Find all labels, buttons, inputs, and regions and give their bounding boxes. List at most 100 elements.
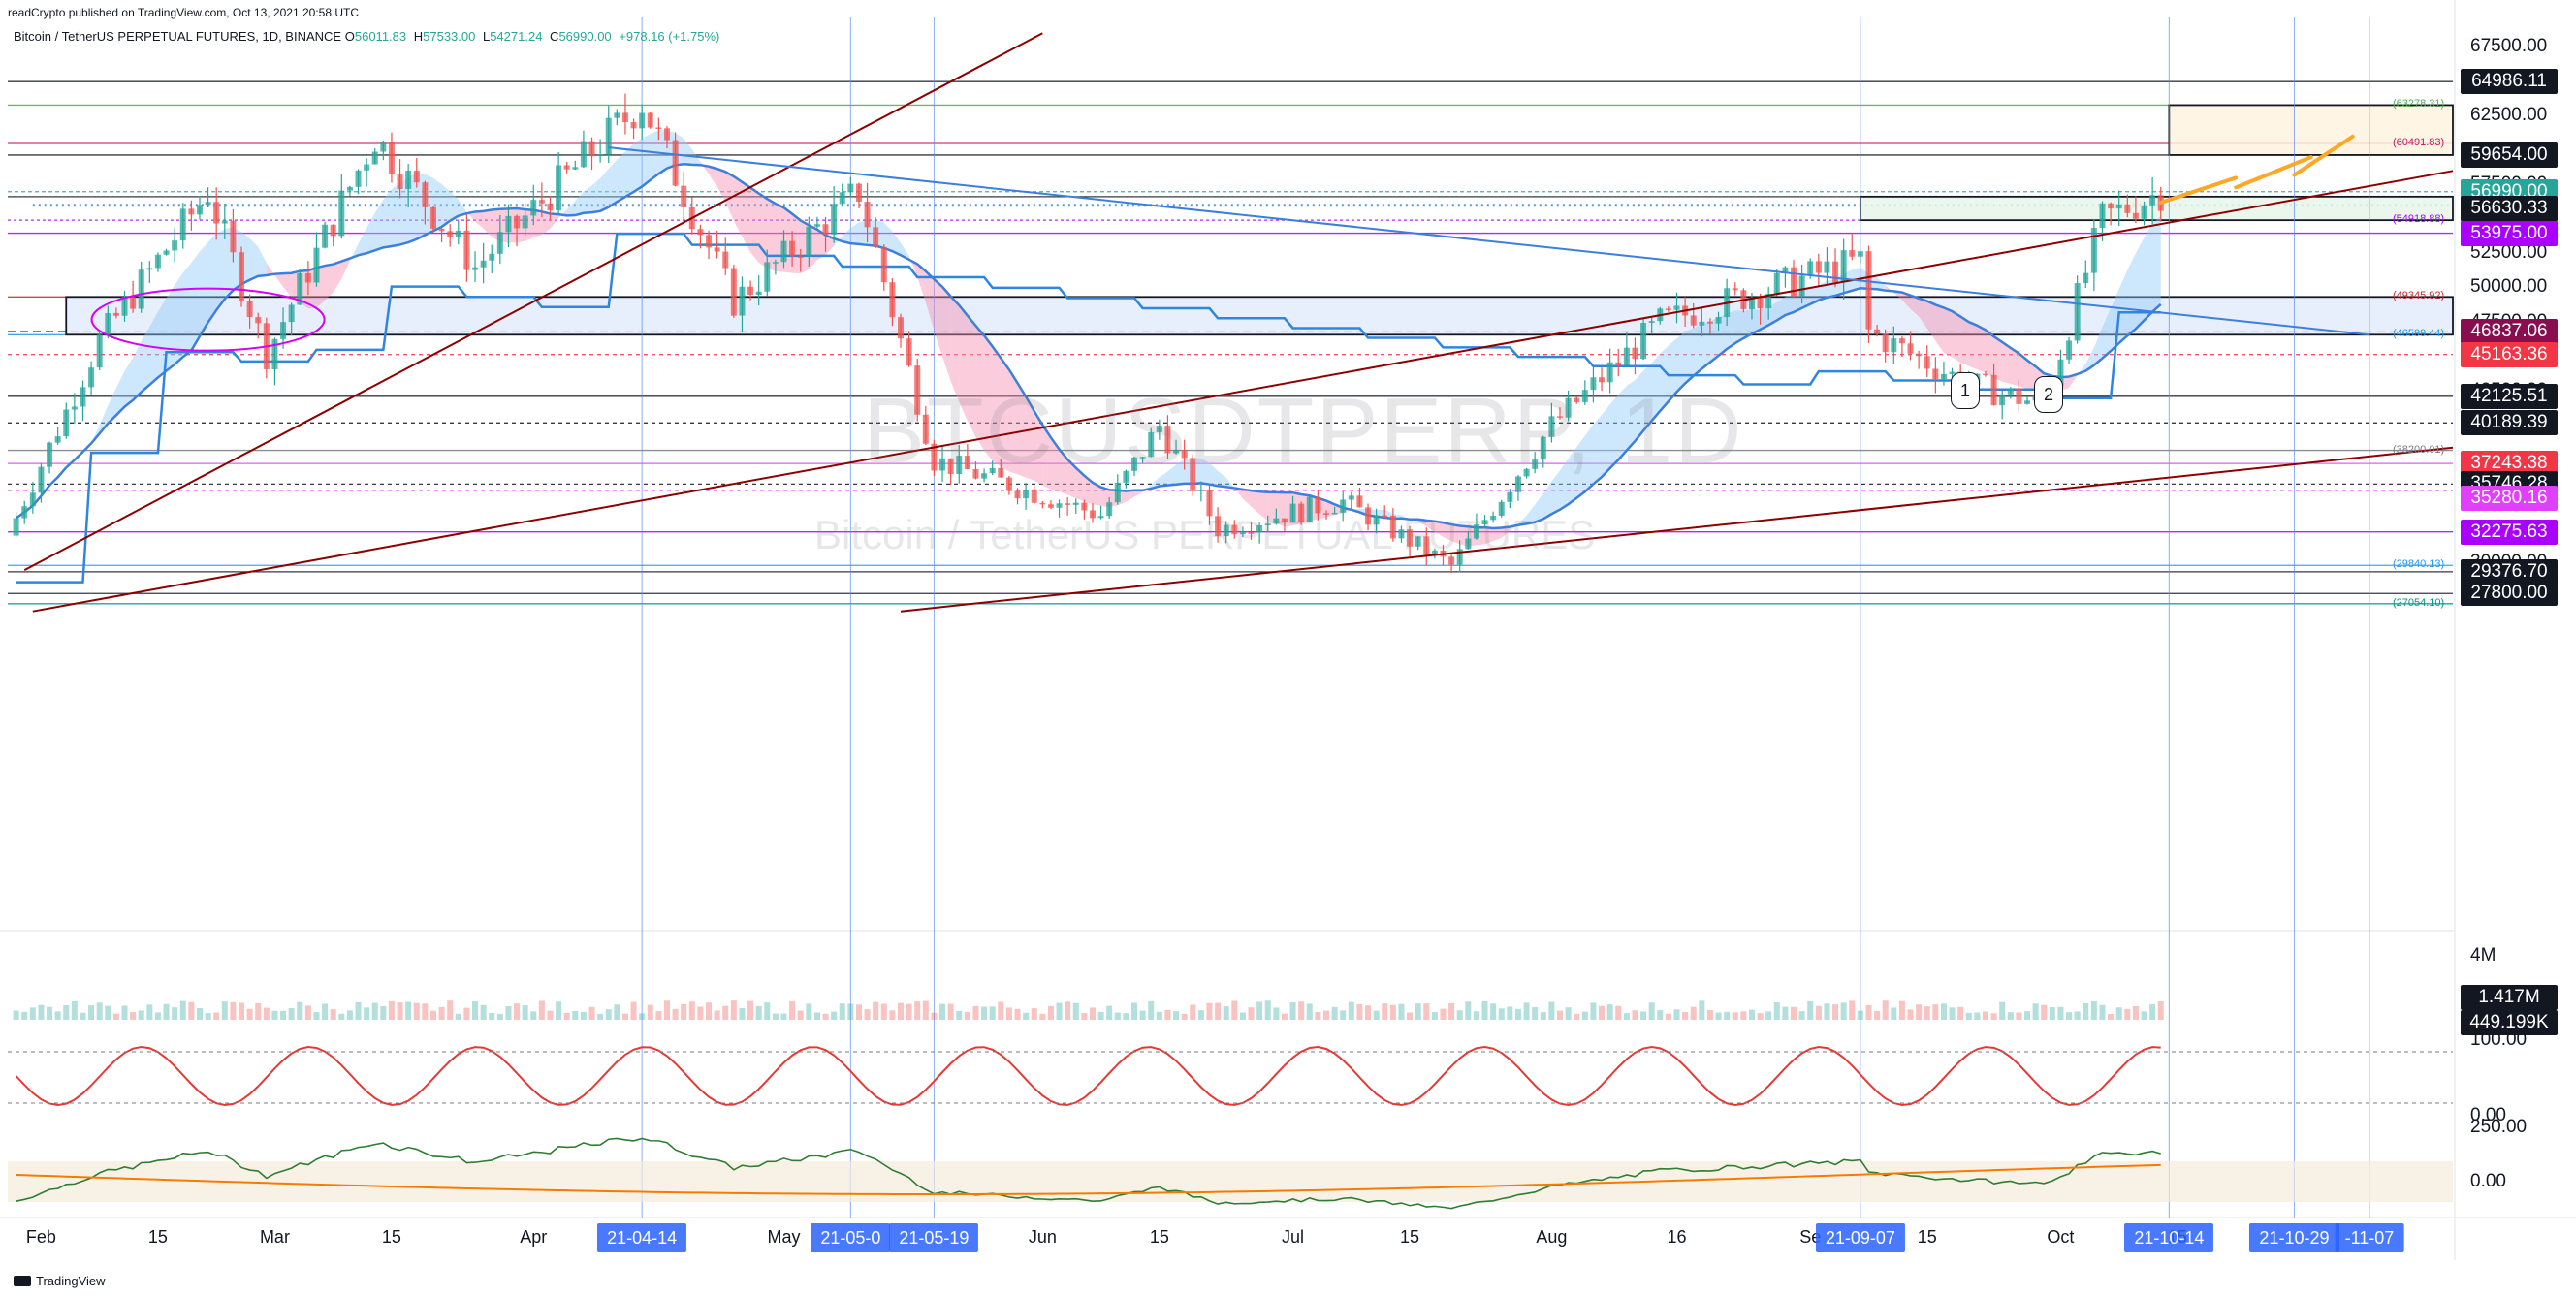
candle-body: [29, 492, 36, 507]
ma-band-segment: [767, 199, 776, 272]
candle-body: [2108, 203, 2115, 209]
descending-blue-trendline: [608, 146, 2370, 336]
symbol-title[interactable]: Bitcoin / TetherUS PERPETUAL FUTURES, 1D…: [14, 29, 342, 44]
volume-bar: [47, 1006, 53, 1020]
volume-bar: [630, 1001, 637, 1020]
candle-body: [764, 262, 771, 292]
candle-body: [714, 247, 720, 252]
ohlc-value: +978.16 (+1.75%): [619, 29, 720, 44]
volume-bar: [880, 1003, 887, 1020]
volume-bar: [972, 1005, 979, 1020]
volume-bar: [1782, 1006, 1789, 1020]
candlesticks: [13, 93, 2164, 574]
volume-bar: [530, 1011, 537, 1020]
volume-bar: [2115, 1007, 2122, 1020]
date-marker-badge[interactable]: 21-09-07: [1815, 1223, 1905, 1252]
volume-bar: [1606, 1004, 1613, 1020]
volume-bar: [213, 1012, 220, 1020]
date-marker-badge[interactable]: 21-05-0: [811, 1223, 891, 1252]
candle-body: [380, 142, 387, 152]
candle-body: [1465, 538, 1472, 550]
volume-bar: [2041, 1004, 2048, 1020]
chart-background: [0, 0, 2576, 1260]
volume-bar: [813, 1012, 820, 1020]
ma-band-segment: [383, 188, 392, 248]
ma-band-segment: [1635, 370, 1644, 441]
ma-band-segment: [967, 315, 976, 437]
candle-body: [697, 229, 704, 236]
volume-bar: [1891, 1007, 1897, 1020]
candle-body: [663, 128, 671, 141]
volume-bar: [931, 1012, 938, 1020]
candle-body: [639, 112, 646, 129]
ma-band-segment: [758, 193, 768, 269]
candle-body: [2132, 212, 2139, 219]
date-marker-badge[interactable]: -11-07: [2335, 1223, 2404, 1252]
date-marker-badge[interactable]: 21-10-14: [2124, 1223, 2214, 1252]
tradingview-logo[interactable]: TradingView: [14, 1274, 106, 1288]
volume-bar: [1398, 1003, 1405, 1020]
candle-body: [1490, 515, 1497, 521]
volume-bar: [1089, 1007, 1096, 1020]
candle-body: [1615, 362, 1622, 365]
volume-bar: [1757, 1013, 1764, 1020]
candle-body: [172, 240, 178, 251]
ma-band-segment: [1167, 464, 1177, 486]
volume-bar: [1407, 1012, 1414, 1020]
candle-body: [1306, 496, 1313, 522]
candle-body: [1389, 515, 1396, 539]
ma-band-segment: [1926, 301, 1936, 341]
ma-band-segment: [1885, 285, 1894, 294]
ma-band-segment: [366, 212, 375, 254]
volume-bar: [1047, 1005, 1054, 1020]
candle-body: [1523, 468, 1530, 477]
date-tick: May: [767, 1227, 801, 1247]
ma-band-segment: [266, 263, 275, 276]
volume-bar: [1765, 1011, 1772, 1020]
ma-band-segment: [283, 272, 292, 298]
candle-body: [1824, 261, 1830, 273]
ma-band-segment: [975, 326, 985, 451]
ma-band-segment: [1542, 481, 1552, 520]
ma-band-segment: [1551, 470, 1560, 515]
volume-bar: [2083, 1002, 2089, 1020]
volume-bar: [647, 1004, 653, 1020]
volume-bar: [1657, 1010, 1664, 1020]
date-marker-badge[interactable]: 21-05-19: [889, 1223, 979, 1252]
ma-band-segment: [583, 185, 592, 213]
ohlc-label: C: [546, 29, 559, 44]
candle-body: [1097, 516, 1104, 519]
level-value-label: (46599.44): [2393, 328, 2445, 340]
volume-bar: [188, 1001, 195, 1020]
volume-bar: [438, 1006, 445, 1020]
candle-body: [780, 240, 787, 263]
volume-bar: [780, 1013, 787, 1020]
candle-body: [889, 282, 896, 318]
ma-band-segment: [1584, 424, 1594, 492]
volume-bar: [2049, 1007, 2055, 1020]
candle-body: [1790, 267, 1797, 297]
ma-band-segment: [1943, 307, 1953, 358]
volume-bar: [1507, 1006, 1513, 1020]
volume-bar: [1315, 1011, 1321, 1020]
price-level-badge: 27800.00: [2461, 581, 2558, 607]
ma-band-segment: [358, 228, 367, 256]
candle-body: [1382, 515, 1388, 518]
volume-bar: [1874, 1010, 1881, 1020]
volume-bar: [1190, 1004, 1196, 1020]
candle-body: [230, 220, 237, 253]
date-marker-badge[interactable]: 21-10-29: [2249, 1223, 2339, 1252]
candle-body: [1348, 495, 1354, 500]
volume-bar: [1031, 1008, 1037, 1020]
candle-body: [255, 317, 262, 324]
candle-body: [1223, 524, 1229, 537]
price-level-badge: 46837.06: [2461, 318, 2558, 344]
candle-body: [438, 228, 445, 232]
ma-band-segment: [742, 181, 751, 253]
volume-bar: [1023, 1012, 1030, 1020]
volume-bar: [1724, 1011, 1731, 1020]
candle-body: [563, 165, 570, 170]
ma-band-segment: [191, 251, 200, 351]
date-marker-badge[interactable]: 21-04-14: [597, 1223, 687, 1252]
